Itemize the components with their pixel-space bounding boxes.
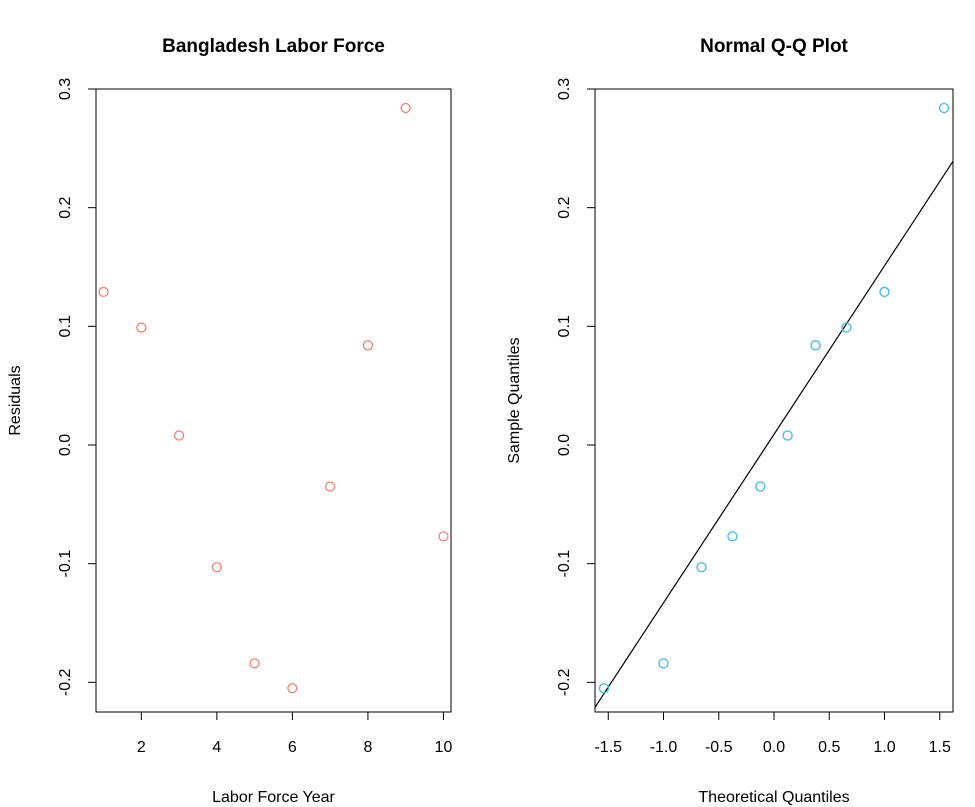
- plot-frame: [594, 88, 954, 713]
- data-point: [696, 562, 707, 573]
- data-point: [400, 102, 411, 114]
- data-point: [810, 340, 821, 351]
- x-tick-label: 0.0: [763, 739, 785, 756]
- data-point: [782, 430, 793, 441]
- qq-reference-line: [595, 161, 953, 708]
- y-tick-label: 0.0: [556, 434, 573, 456]
- x-tick-label: 4: [212, 739, 221, 756]
- x-axis-label: Labor Force Year: [212, 789, 335, 806]
- data-point: [938, 102, 950, 114]
- x-tick-label: 0.5: [818, 739, 840, 756]
- data-point: [173, 430, 185, 441]
- y-tick-label: 0.3: [57, 78, 74, 100]
- data-point: [98, 286, 109, 298]
- y-tick-label: 0.2: [57, 196, 74, 218]
- y-tick-label: 0.1: [556, 315, 573, 337]
- x-tick-label: 2: [137, 739, 146, 756]
- qq-plot: Normal Q-Q Plot Theoretical Quantiles Samp…: [506, 36, 954, 806]
- y-tick-label: -0.2: [57, 668, 74, 696]
- y-tick-label: -0.1: [57, 550, 74, 578]
- data-point: [324, 481, 336, 492]
- x-tick-label: 8: [363, 739, 372, 756]
- chart-title: Bangladesh Labor Force: [162, 36, 385, 57]
- data-point: [438, 531, 449, 542]
- y-tick-label: -0.2: [556, 668, 573, 696]
- x-tick-label: 6: [288, 739, 297, 756]
- data-point: [287, 683, 298, 694]
- x-tick-label: -1.0: [650, 739, 678, 756]
- chart-title: Normal Q-Q Plot: [700, 36, 848, 57]
- data-point: [727, 531, 738, 542]
- data-point: [249, 658, 260, 669]
- data-point: [658, 658, 669, 669]
- x-tick-label: -1.5: [594, 739, 622, 756]
- y-tick-label: -0.1: [556, 550, 573, 578]
- data-point: [211, 562, 223, 573]
- y-tick-label: 0.2: [556, 196, 573, 218]
- plot-frame: [95, 88, 452, 713]
- data-point: [879, 286, 890, 298]
- data-point: [755, 481, 766, 492]
- data-point: [598, 683, 610, 694]
- y-tick-label: 0.0: [57, 434, 74, 456]
- y-axis-label: Sample Quantiles: [506, 337, 523, 463]
- x-axis-label: Theoretical Quantiles: [698, 789, 849, 806]
- data-point: [136, 322, 147, 333]
- residuals-plot: Bangladesh Labor Force Labor Force Year Re…: [7, 36, 452, 806]
- x-tick-label: 1.0: [873, 739, 895, 756]
- data-point: [841, 322, 852, 333]
- x-tick-label: 10: [435, 739, 453, 756]
- x-tick-label: -0.5: [705, 739, 733, 756]
- y-axis-label: Residuals: [7, 365, 24, 435]
- x-tick-label: 1.5: [929, 739, 951, 756]
- y-tick-label: 0.3: [556, 78, 573, 100]
- data-point: [362, 340, 374, 351]
- y-tick-label: 0.1: [57, 315, 74, 337]
